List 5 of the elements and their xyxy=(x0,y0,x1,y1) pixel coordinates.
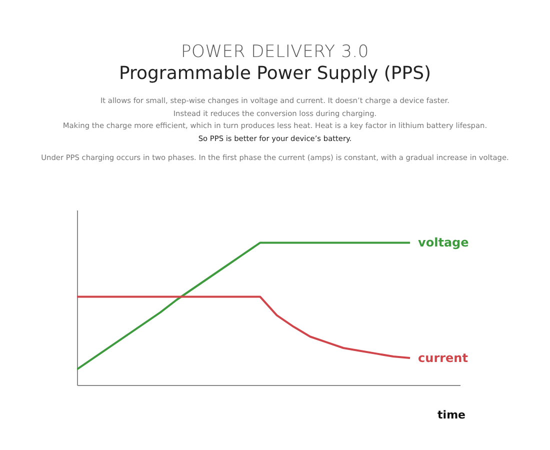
x-axis-title: time xyxy=(438,408,466,422)
chart-subtitle: Programmable Power Supply (PPS) xyxy=(118,63,432,85)
chart-title: POWER DELIVERY 3.0 xyxy=(180,42,370,63)
series-label: current xyxy=(418,350,468,365)
series-label: voltage xyxy=(418,236,469,250)
